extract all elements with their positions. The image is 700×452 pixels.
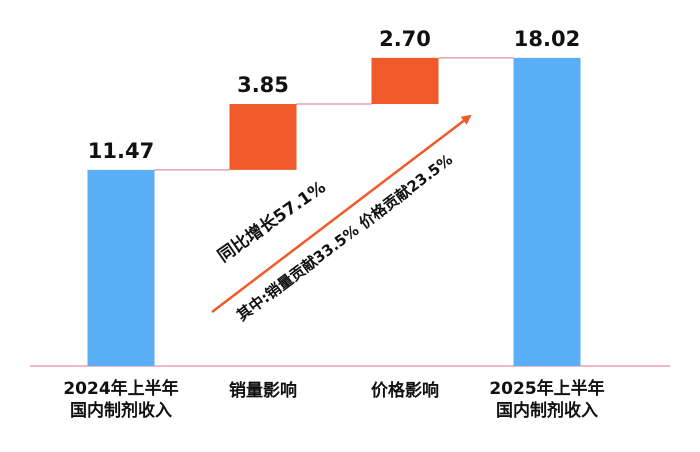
bar xyxy=(371,57,439,105)
x-tick-label: 2024年上半年 xyxy=(63,378,178,399)
value-label: 3.85 xyxy=(237,73,289,97)
value-label: 18.02 xyxy=(514,27,580,51)
x-tick-label: 销量影响 xyxy=(229,380,297,401)
value-label: 11.47 xyxy=(88,139,154,163)
value-label: 2.70 xyxy=(379,27,431,51)
growth-arrow xyxy=(211,114,472,313)
x-tick-label: 国内制剂收入 xyxy=(70,400,172,421)
bar xyxy=(87,169,155,366)
x-tick-label: 国内制剂收入 xyxy=(496,400,598,421)
bar xyxy=(513,57,581,366)
bar xyxy=(229,104,297,170)
x-tick-label: 价格影响 xyxy=(371,380,439,401)
x-tick-label: 2025年上半年 xyxy=(489,378,604,399)
